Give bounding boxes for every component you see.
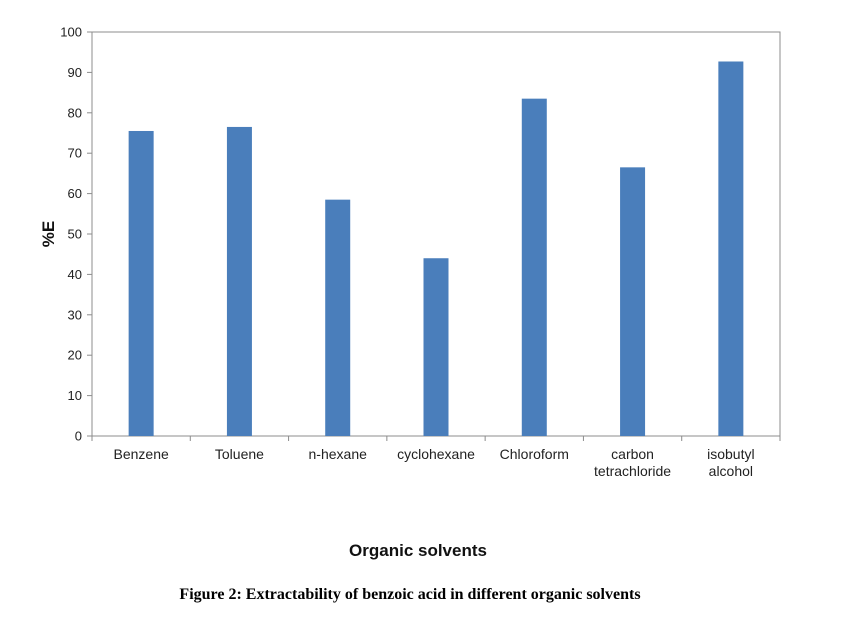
x-category-label: cyclohexane [397,446,475,462]
x-category-label: Chloroform [500,446,569,462]
x-category-label: alcohol [709,463,753,479]
y-tick-label: 50 [68,227,82,242]
bar-chart: 0 10 20 30 40 50 60 70 80 90 100 Benzene Toluene n-h… [39,25,781,560]
y-tick-label: 90 [68,65,82,80]
y-tick-label: 80 [68,105,82,120]
bar [325,199,351,436]
x-category-label: Benzene [114,446,169,462]
bar [521,98,547,436]
bar [226,126,252,436]
y-tick-label: 100 [60,25,82,40]
y-tick-label: 20 [68,348,82,363]
bar [423,258,449,436]
bar [718,61,744,436]
y-tick-label: 10 [68,388,82,403]
figure-caption: Figure 2: Extractability of benzoic acid… [179,586,641,603]
bar [620,167,646,436]
x-category-label: Toluene [215,446,264,462]
bars [91,61,781,441]
y-axis-ticks: 0 10 20 30 40 50 60 70 80 90 100 [60,25,92,444]
y-axis-title: %E [39,221,58,247]
y-tick-label: 40 [68,267,82,282]
x-axis-title: Organic solvents [349,541,487,560]
x-category-label: tetrachloride [594,463,671,479]
x-category-label: carbon [611,446,654,462]
y-tick-label: 60 [68,186,82,201]
y-tick-label: 30 [68,307,82,322]
x-category-label: n-hexane [309,446,368,462]
x-category-label: isobutyl [707,446,754,462]
x-axis-category-labels: Benzene Toluene n-hexane cyclohexane Chlorof… [114,446,755,479]
y-tick-label: 0 [75,429,82,444]
bar [128,130,154,437]
y-tick-label: 70 [68,146,82,161]
